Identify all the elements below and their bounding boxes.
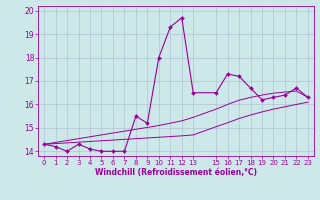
X-axis label: Windchill (Refroidissement éolien,°C): Windchill (Refroidissement éolien,°C) xyxy=(95,168,257,177)
